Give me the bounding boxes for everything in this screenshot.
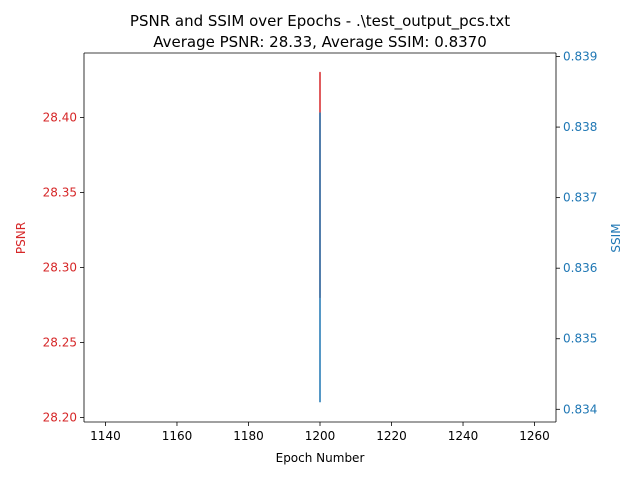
right-y-tick-label: 0.835 xyxy=(563,332,597,346)
left-y-axis-label: PSNR xyxy=(14,222,28,254)
x-axis-label: Epoch Number xyxy=(276,451,365,465)
left-y-tick-label: 28.30 xyxy=(43,261,77,275)
left-y-tick-label: 28.25 xyxy=(43,336,77,350)
x-tick-label: 1260 xyxy=(519,429,550,443)
x-axis-ticks: 1140 1160 1180 1200 1220 1240 1260 xyxy=(90,422,550,443)
x-tick-label: 1200 xyxy=(305,429,336,443)
right-y-tick-label: 0.839 xyxy=(563,50,597,64)
left-y-axis-ticks: 28.20 28.25 28.30 28.35 28.40 xyxy=(43,111,84,425)
chart-title-line2: Average PSNR: 28.33, Average SSIM: 0.837… xyxy=(153,33,487,51)
right-y-axis-ticks: 0.834 0.835 0.836 0.837 0.838 0.839 xyxy=(556,50,597,416)
right-y-tick-label: 0.838 xyxy=(563,120,597,134)
x-tick-label: 1160 xyxy=(162,429,193,443)
x-tick-label: 1180 xyxy=(233,429,264,443)
x-tick-label: 1140 xyxy=(90,429,121,443)
left-y-tick-label: 28.40 xyxy=(43,111,77,125)
left-y-tick-label: 28.35 xyxy=(43,186,77,200)
right-y-tick-label: 0.837 xyxy=(563,191,597,205)
right-y-axis-label: SSIM xyxy=(609,223,623,252)
right-y-tick-label: 0.836 xyxy=(563,261,597,275)
left-y-tick-label: 28.20 xyxy=(43,411,77,425)
right-y-tick-label: 0.834 xyxy=(563,402,597,416)
x-tick-label: 1220 xyxy=(376,429,407,443)
chart-title-line1: PSNR and SSIM over Epochs - .\test_outpu… xyxy=(130,12,510,31)
x-tick-label: 1240 xyxy=(448,429,479,443)
